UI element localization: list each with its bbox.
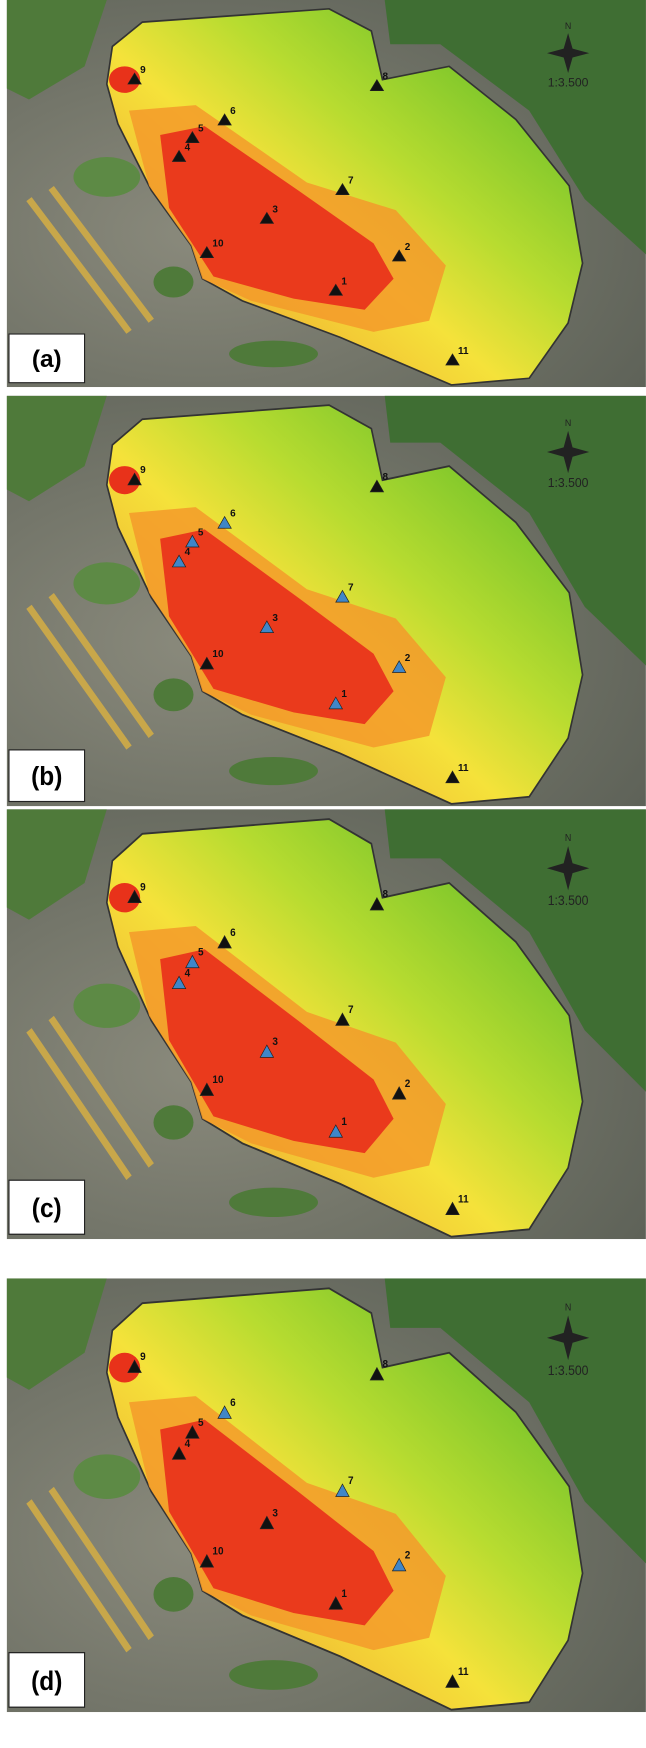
point-label: 4 (185, 1437, 191, 1450)
scale-label: 1:3.500 (548, 892, 589, 908)
point-label: 1 (341, 689, 347, 700)
point-label: 3 (272, 1036, 278, 1049)
point-label: 7 (348, 582, 354, 593)
point-label: 3 (272, 613, 278, 624)
point-label: 5 (198, 124, 204, 135)
point-label: 3 (272, 1507, 278, 1520)
point-label: 6 (230, 106, 236, 117)
north-label: N (565, 418, 571, 428)
scale-label: 1:3.500 (548, 1362, 589, 1378)
point-label: 7 (348, 176, 354, 187)
vegetation (153, 678, 193, 711)
north-label: N (565, 21, 571, 31)
vegetation (153, 1577, 193, 1612)
point-label: 6 (230, 1397, 236, 1410)
panel-label: (b) (31, 763, 62, 792)
point-label: 10 (212, 239, 224, 250)
point-label: 7 (348, 1475, 354, 1488)
point-label: 5 (198, 946, 204, 959)
point-label: 8 (382, 72, 388, 83)
point-label: 3 (272, 204, 278, 215)
point-label: 7 (348, 1004, 354, 1017)
figure: N1:3.5001234567891011(a)N1:3.50012345678… (0, 0, 646, 1743)
panel-label: (d) (31, 1667, 62, 1696)
vegetation (73, 157, 140, 197)
point-label: 6 (230, 508, 236, 519)
point-label: 5 (198, 1416, 204, 1429)
vegetation (229, 1660, 318, 1690)
point-label: 9 (140, 1351, 146, 1364)
point-label: 10 (212, 1074, 223, 1087)
map-layer (7, 0, 646, 387)
point-label: 10 (212, 1545, 223, 1558)
point-label: 9 (140, 881, 146, 894)
point-label: 9 (140, 465, 146, 476)
map-panel: N 1:3.500 1 2 3 45 6 7 8 9 10 11 (a) (7, 0, 646, 387)
point-label: 10 (212, 649, 223, 660)
panel-label: (a) (32, 346, 62, 373)
vegetation (229, 341, 318, 368)
vegetation (153, 267, 193, 298)
scale-label: 1:3.500 (548, 476, 589, 490)
panel-label: (c) (32, 1194, 62, 1223)
point-label: 2 (405, 653, 411, 664)
map-layer (7, 809, 646, 1239)
point-label: 2 (405, 242, 411, 253)
vegetation (73, 984, 140, 1028)
point-label: 2 (405, 1077, 411, 1090)
map-panel: N 1:3.500 1 2 3 45 6 7 8 9 10 11 (d) (7, 1278, 646, 1712)
point-label: 1 (341, 276, 347, 287)
point-label: 8 (382, 1358, 388, 1371)
point-label: 4 (185, 142, 191, 153)
map-layer (7, 396, 646, 806)
point-label: 4 (185, 547, 191, 558)
point-label: 5 (198, 527, 204, 538)
point-label: 8 (382, 888, 388, 901)
vegetation (153, 1105, 193, 1139)
map-panel: N 1:3.500 1 2 3 45 6 7 8 9 10 11 (c) (7, 809, 646, 1239)
page: N1:3.5001234567891011(a)N1:3.50012345678… (0, 0, 646, 1743)
vegetation (229, 1188, 318, 1217)
point-label: 11 (458, 763, 469, 774)
point-label: 4 (185, 967, 191, 980)
north-label: N (565, 1301, 572, 1313)
north-label: N (565, 833, 571, 843)
point-label: 1 (341, 1115, 347, 1128)
vegetation (73, 1454, 140, 1499)
scale-label: 1:3.500 (548, 75, 589, 89)
point-label: 8 (382, 472, 388, 483)
vegetation (229, 757, 318, 785)
point-label: 11 (458, 346, 469, 357)
point-label: 11 (458, 1193, 469, 1206)
map-layer (7, 1278, 646, 1712)
point-label: 6 (230, 926, 236, 939)
point-label: 1 (341, 1587, 347, 1600)
vegetation (73, 562, 140, 604)
point-label: 2 (405, 1549, 411, 1562)
map-panel: N 1:3.500 1 2 3 45 6 7 8 9 10 11 (b) (7, 396, 646, 806)
point-label: 9 (140, 65, 146, 76)
point-label: 11 (458, 1665, 469, 1678)
